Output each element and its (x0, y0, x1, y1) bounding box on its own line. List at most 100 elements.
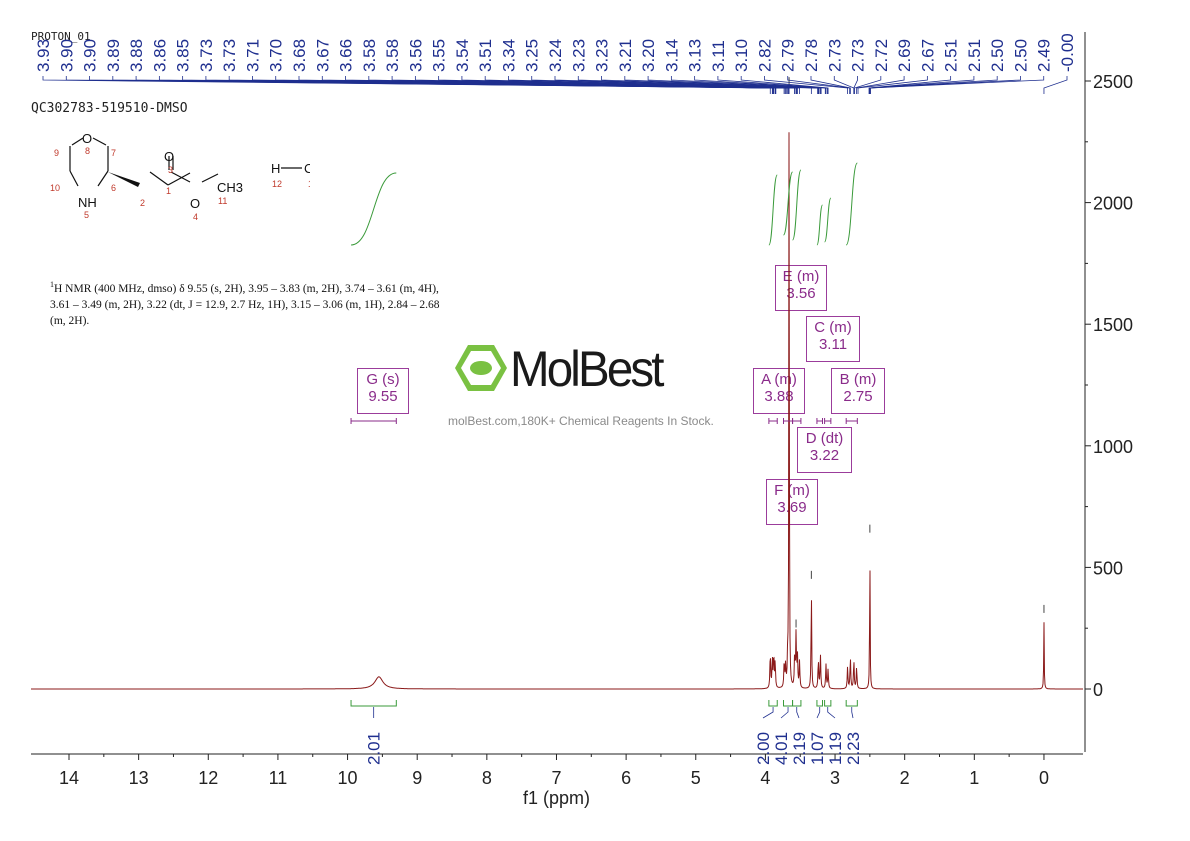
peak-label-leader (869, 76, 998, 94)
peak-shift-label: 3.14 (662, 39, 681, 72)
multiplet-letter: E (782, 268, 793, 285)
y-tick-label: 2500 (1093, 72, 1133, 92)
multiplet-shift: 2.75 (843, 388, 873, 405)
x-tick-label: 5 (691, 768, 701, 788)
peak-shift-label: 3.11 (709, 40, 728, 72)
multiplet-type: (m) (774, 371, 797, 388)
atom-number-13: 13 (308, 179, 310, 189)
peak-label-leader (65, 76, 773, 94)
atom-oxygen-ester: O (190, 196, 200, 211)
integral-leader (827, 707, 836, 719)
chemical-structure: O 8 9 7 10 6 NH 5 2 O 3 1 O 4 CH3 11 H 1… (50, 131, 310, 222)
multiplet-range (845, 418, 858, 424)
integral-bracket (824, 700, 832, 707)
integral-bracket (768, 700, 778, 707)
peak-label-leader (345, 76, 790, 94)
peak-shift-label: 3.67 (313, 39, 332, 72)
multiplet-box-b: B (m) 2.75 (831, 368, 885, 414)
peak-label-leader (694, 76, 827, 94)
peak-label-leader (869, 76, 1021, 94)
atom-number-9: 9 (54, 148, 59, 158)
peak-shift-label: 3.68 (290, 39, 309, 72)
integral-curve (783, 171, 794, 236)
peak-shift-label: 3.90 (57, 39, 76, 72)
peak-label-leader (740, 76, 829, 94)
multiplet-letter: B (839, 371, 850, 388)
peak-shift-label: 3.86 (150, 39, 169, 72)
peak-label-leader (868, 76, 975, 94)
peak-shift-label: 3.58 (360, 39, 379, 72)
x-tick-label: 3 (830, 768, 840, 788)
integral-value: 2.01 (365, 732, 384, 765)
watermark-logo-text: MolBest (510, 341, 664, 397)
multiplet-box-c: C (m) 3.11 (806, 316, 860, 362)
peak-label-leader (787, 76, 851, 94)
integral-leader (851, 707, 854, 719)
peak-shift-label: 2.73 (825, 39, 844, 72)
multiplet-shift: 3.69 (777, 499, 807, 516)
multiplet-shift: 3.22 (809, 447, 840, 464)
peak-shift-label: -0.00 (1058, 33, 1077, 72)
peak-shift-label: 2.79 (779, 39, 798, 72)
peak-shift-label: 3.66 (337, 39, 356, 72)
peak-shift-label: 3.25 (523, 39, 542, 72)
experiment-label: PROTON_01 (31, 30, 91, 43)
molbest-logo-icon (455, 345, 507, 391)
peak-label-leader (670, 76, 826, 94)
atom-number-3: 3 (168, 165, 173, 175)
peak-shift-label: 3.73 (220, 39, 239, 72)
multiplet-range (768, 418, 778, 424)
y-tick-label: 1000 (1093, 437, 1133, 457)
peak-label-leader (414, 76, 797, 94)
peak-label-leader (853, 76, 858, 94)
x-tick-label: 4 (760, 768, 770, 788)
atom-oxygen-ring: O (82, 131, 92, 146)
multiplet-letter: C (814, 319, 826, 336)
peak-label-leader (601, 76, 820, 94)
watermark-tagline: molBest.com,180K+ Chemical Reagents In S… (448, 414, 714, 428)
atom-number-1: 1 (166, 186, 171, 196)
peak-label-leader (135, 76, 775, 94)
peak-shift-label: 2.51 (942, 39, 961, 72)
multiplet-type: (m) (787, 482, 810, 499)
peak-label-leader (854, 76, 882, 94)
peak-shift-label: 2.73 (849, 39, 868, 72)
peak-shift-label: 3.93 (34, 39, 53, 72)
peak-shift-label: 3.90 (81, 39, 100, 72)
integral-bracket (350, 700, 397, 707)
peak-label-leader (42, 76, 771, 94)
peak-label-leader (298, 76, 789, 94)
multiplet-box-f: F (m) 3.69 (766, 479, 818, 525)
peak-label-leader (717, 76, 828, 94)
peak-shift-label: 3.10 (732, 39, 751, 72)
multiplet-range (824, 418, 832, 424)
multiplet-type: (m) (829, 319, 852, 336)
x-axis-title: f1 (ppm) (523, 788, 590, 808)
multiplet-type: (dt) (820, 430, 844, 447)
atom-number-10: 10 (50, 183, 60, 193)
x-tick-label: 10 (338, 768, 358, 788)
integral-curve (350, 172, 397, 246)
peak-shift-label: 3.58 (383, 39, 402, 72)
multiplet-box-e: E (m) 3.56 (775, 265, 827, 311)
sample-id: QC302783-519510-DMSO (31, 101, 188, 116)
peak-label-leader (857, 76, 928, 94)
atom-number-8: 8 (85, 146, 90, 156)
peak-label-leader (764, 76, 848, 94)
integral-value: 2.23 (844, 732, 863, 765)
multiplet-letter: A (761, 371, 771, 388)
peak-label-leader (438, 76, 798, 94)
peak-label-leader (391, 76, 796, 94)
peak-shift-label: 3.13 (686, 39, 705, 72)
multiplet-type: (m) (796, 268, 820, 285)
multiplet-range (350, 418, 397, 424)
multiplet-box-g: G (s) 9.55 (357, 368, 409, 414)
peak-shift-label: 2.50 (988, 39, 1007, 72)
multiplet-letter: D (805, 430, 817, 447)
peak-shift-label: 3.20 (639, 39, 658, 72)
multiplet-letter: G (366, 371, 378, 388)
peak-label-leader (868, 76, 952, 94)
peak-label-leader (1043, 76, 1068, 94)
multiplet-range (792, 418, 802, 424)
integral-leader (796, 707, 800, 719)
